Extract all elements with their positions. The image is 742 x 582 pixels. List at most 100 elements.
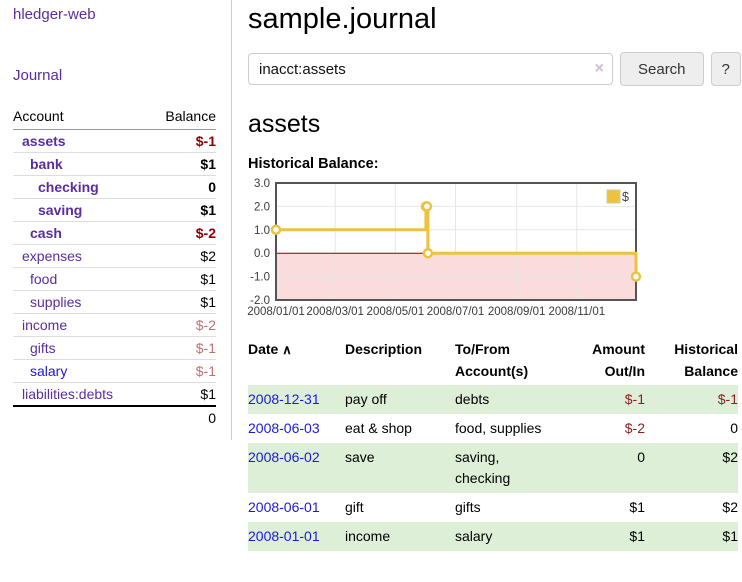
- account-link[interactable]: cash: [30, 225, 62, 241]
- account-row: income $-2: [13, 313, 216, 337]
- account-title: assets: [248, 110, 321, 138]
- y-axis-tick-label: 2.0: [254, 201, 270, 213]
- transaction-accounts: debts: [455, 385, 567, 415]
- transaction-date-link[interactable]: 2008-12-31: [248, 391, 320, 408]
- transaction-description: income: [345, 522, 455, 552]
- account-link[interactable]: liabilities:debts: [22, 386, 114, 402]
- transaction-date-link[interactable]: 2008-06-03: [248, 420, 320, 437]
- account-balance: $-1: [147, 336, 216, 360]
- accounts-header-account: Account: [13, 106, 148, 130]
- transaction-date-link[interactable]: 2008-01-01: [248, 528, 320, 545]
- page-title: sample.journal: [248, 3, 437, 35]
- help-button[interactable]: ?: [710, 52, 741, 86]
- transaction-amount: $1: [629, 499, 645, 516]
- account-row: liabilities:debts $1: [13, 382, 216, 406]
- y-axis-tick-label: -1.0: [250, 272, 270, 284]
- account-link[interactable]: assets: [22, 133, 66, 149]
- transaction-accounts: salary: [455, 522, 567, 552]
- account-link[interactable]: income: [22, 317, 68, 333]
- account-link[interactable]: expenses: [22, 248, 82, 264]
- register-header-description: Description: [345, 341, 423, 357]
- register-table: Date ∧ Description To/From Account(s) Am…: [248, 336, 738, 552]
- register-row: 2008-12-31 pay off debts $-1 $-1: [248, 385, 738, 415]
- transaction-description: eat & shop: [345, 420, 412, 437]
- account-balance: $1: [147, 290, 216, 314]
- account-link[interactable]: bank: [30, 156, 63, 172]
- legend-label: $: [622, 190, 629, 204]
- transaction-date-link[interactable]: 2008-06-02: [248, 449, 320, 466]
- account-row: assets $-1: [13, 130, 216, 153]
- account-balance: $1: [147, 198, 216, 222]
- transaction-accounts: saving, checking: [455, 443, 567, 494]
- transaction-balance: $2: [722, 499, 738, 516]
- data-point-marker: [422, 247, 434, 259]
- accounts-table: Account Balance assets $-1 bank $1 checking 0…: [13, 106, 216, 429]
- clear-search-icon[interactable]: ×: [594, 60, 604, 77]
- account-balance: $1: [147, 152, 216, 176]
- y-axis-tick-label: 0.0: [254, 248, 270, 260]
- account-link[interactable]: gifts: [30, 340, 56, 356]
- register-row: 2008-01-01 income salary $1 $1: [248, 522, 738, 552]
- search-field-wrapper: ×: [248, 53, 613, 85]
- register-header-accounts: To/From Account(s): [455, 341, 529, 379]
- register-header-date[interactable]: Date ∧: [248, 336, 345, 385]
- account-balance: $1: [147, 382, 216, 406]
- account-row: saving $1: [13, 198, 216, 222]
- account-link[interactable]: salary: [30, 363, 68, 379]
- plot-border: [275, 182, 637, 301]
- journal-nav-link[interactable]: Journal: [13, 67, 63, 84]
- search-input[interactable]: [248, 53, 613, 85]
- account-row: gifts $-1: [13, 336, 216, 360]
- search-form: × Search ?: [248, 52, 742, 86]
- app-title-link[interactable]: hledger-web: [13, 6, 96, 23]
- account-link[interactable]: food: [30, 271, 58, 287]
- transaction-accounts: gifts: [455, 499, 481, 516]
- account-row: salary $-1: [13, 359, 216, 383]
- account-row: expenses $2: [13, 244, 216, 268]
- account-link[interactable]: supplies: [30, 294, 82, 310]
- transaction-amount: $1: [567, 522, 645, 552]
- transaction-balance: 0: [730, 420, 738, 437]
- accounts-total-row: 0: [13, 405, 216, 429]
- data-point-marker: [630, 271, 642, 282]
- x-axis-tick-label: 2008/07/01: [427, 306, 485, 318]
- y-axis-tick-label: -2.0: [250, 295, 270, 307]
- x-axis-tick-label: 2008/05/01: [367, 306, 425, 318]
- x-axis-tick-label: 2008/03/01: [306, 306, 364, 318]
- account-link[interactable]: checking: [38, 179, 99, 195]
- account-balance: $-1: [147, 359, 216, 383]
- transaction-amount: 0: [567, 443, 645, 494]
- y-axis-tick-label: 3.0: [254, 178, 270, 190]
- account-link[interactable]: saving: [38, 202, 83, 218]
- account-balance: $1: [147, 267, 216, 291]
- x-axis-tick-label: 2008/11/01: [548, 306, 605, 318]
- chart-title: Historical Balance:: [248, 156, 379, 172]
- register-row: 2008-06-01 gift gifts $1 $2: [248, 493, 738, 522]
- register-header-amount: Amount Out/In: [592, 341, 645, 379]
- accounts-header-balance: Balance: [147, 106, 216, 130]
- account-balance: $-2: [147, 313, 216, 337]
- account-balance: $-1: [195, 133, 216, 149]
- account-row: bank $1: [13, 152, 216, 176]
- account-balance: $-2: [147, 221, 216, 245]
- account-balance: $2: [147, 244, 216, 268]
- date-header-label: Date: [248, 341, 279, 357]
- transaction-description: gift: [345, 499, 364, 516]
- search-button[interactable]: Search: [620, 52, 704, 86]
- x-axis-tick-label: 2008/01/01: [247, 306, 305, 318]
- data-point-marker: [421, 201, 433, 212]
- transaction-balance: $2: [645, 443, 738, 494]
- legend-swatch: [606, 189, 621, 204]
- transaction-amount: $-2: [624, 420, 645, 437]
- account-row: food $1: [13, 267, 216, 291]
- transaction-description: save: [345, 443, 455, 494]
- sidebar: hledger-web Journal Account Balance asse…: [0, 0, 232, 440]
- transaction-balance: $1: [645, 522, 738, 552]
- transaction-accounts: food, supplies: [455, 420, 542, 437]
- account-row: supplies $1: [13, 290, 216, 314]
- register-row: 2008-06-03 eat & shop food, supplies $-2 0: [248, 414, 738, 443]
- account-row: cash $-2: [13, 221, 216, 245]
- account-balance: 0: [147, 175, 216, 199]
- transaction-date-link[interactable]: 2008-06-01: [248, 499, 320, 516]
